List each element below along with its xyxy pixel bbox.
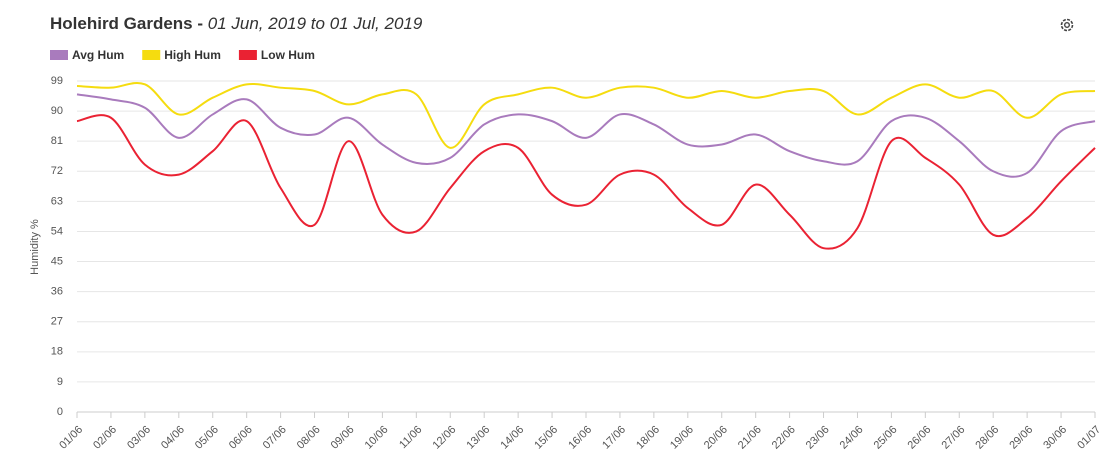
legend-label: Low Hum: [261, 48, 315, 62]
x-tick-label: 11/06: [397, 424, 424, 451]
legend-swatch: [238, 50, 257, 60]
x-tick-label: 08/06: [295, 424, 323, 452]
y-axis-label: Humidity %: [29, 219, 41, 275]
x-tick-label: 13/06: [464, 424, 492, 452]
y-tick-label: 90: [51, 105, 63, 117]
x-tick-label: 07/06: [261, 424, 289, 452]
legend-swatch: [142, 50, 161, 60]
series-line: [76, 93, 1096, 178]
x-tick-label: 06/06: [227, 424, 255, 452]
y-tick-label: 63: [51, 195, 63, 207]
x-tick-label: 19/06: [668, 424, 696, 452]
y-tick-label: 27: [51, 316, 63, 328]
legend-label: High Hum: [164, 48, 221, 62]
x-tick-label: 16/06: [566, 424, 594, 452]
x-tick-label: 01/07: [1075, 424, 1103, 452]
x-tick-label: 30/06: [1041, 424, 1069, 452]
chart-title: Holehird Gardens - 01 Jun, 2019 to 01 Ju…: [50, 14, 423, 33]
x-tick-label: 21/06: [736, 424, 764, 452]
y-tick-label: 9: [57, 376, 63, 388]
x-tick-label: 03/06: [125, 424, 153, 452]
x-tick-label: 28/06: [973, 424, 1001, 452]
y-tick-label: 81: [51, 135, 63, 147]
x-tick-label: 12/06: [430, 424, 458, 452]
y-tick-label: 18: [51, 346, 63, 358]
x-tick-label: 25/06: [872, 424, 900, 452]
x-tick-label: 02/06: [91, 424, 119, 452]
y-tick-label: 72: [51, 165, 63, 177]
x-tick-label: 22/06: [770, 424, 798, 452]
y-tick-label: 45: [51, 255, 63, 267]
x-tick-label: 15/06: [532, 424, 560, 452]
x-tick-label: 04/06: [159, 424, 187, 452]
y-tick-label: 0: [57, 406, 63, 418]
x-tick-label: 14/06: [498, 424, 526, 452]
x-tick-label: 23/06: [804, 424, 832, 452]
x-tick-label: 26/06: [906, 424, 934, 452]
x-tick-label: 20/06: [702, 424, 730, 452]
y-tick-label: 54: [51, 225, 63, 237]
series-line: [76, 114, 1096, 250]
x-tick-label: 17/06: [600, 424, 628, 452]
x-tick-label: 09/06: [329, 424, 357, 452]
subtitle: 01 Jun, 2019 to 01 Jul, 2019: [208, 14, 423, 33]
x-tick-label: 01/06: [57, 424, 85, 452]
legend-label: Avg Hum: [72, 48, 124, 62]
legend: Avg Hum High Hum Low Hum: [50, 48, 315, 62]
x-tick-label: 27/06: [939, 424, 967, 452]
y-tick-label: 36: [51, 286, 63, 298]
settings-icon[interactable]: [1060, 18, 1074, 32]
x-tick-label: 05/06: [193, 424, 221, 452]
series-line: [76, 81, 1096, 149]
x-tick-label: 29/06: [1007, 424, 1035, 452]
title: Holehird Gardens -: [50, 14, 203, 33]
legend-swatch: [50, 50, 68, 60]
x-tick-label: 10/06: [363, 424, 391, 452]
x-tick-label: 18/06: [634, 424, 662, 452]
x-tick-label: 24/06: [838, 424, 866, 452]
y-tick-label: 99: [51, 75, 63, 87]
